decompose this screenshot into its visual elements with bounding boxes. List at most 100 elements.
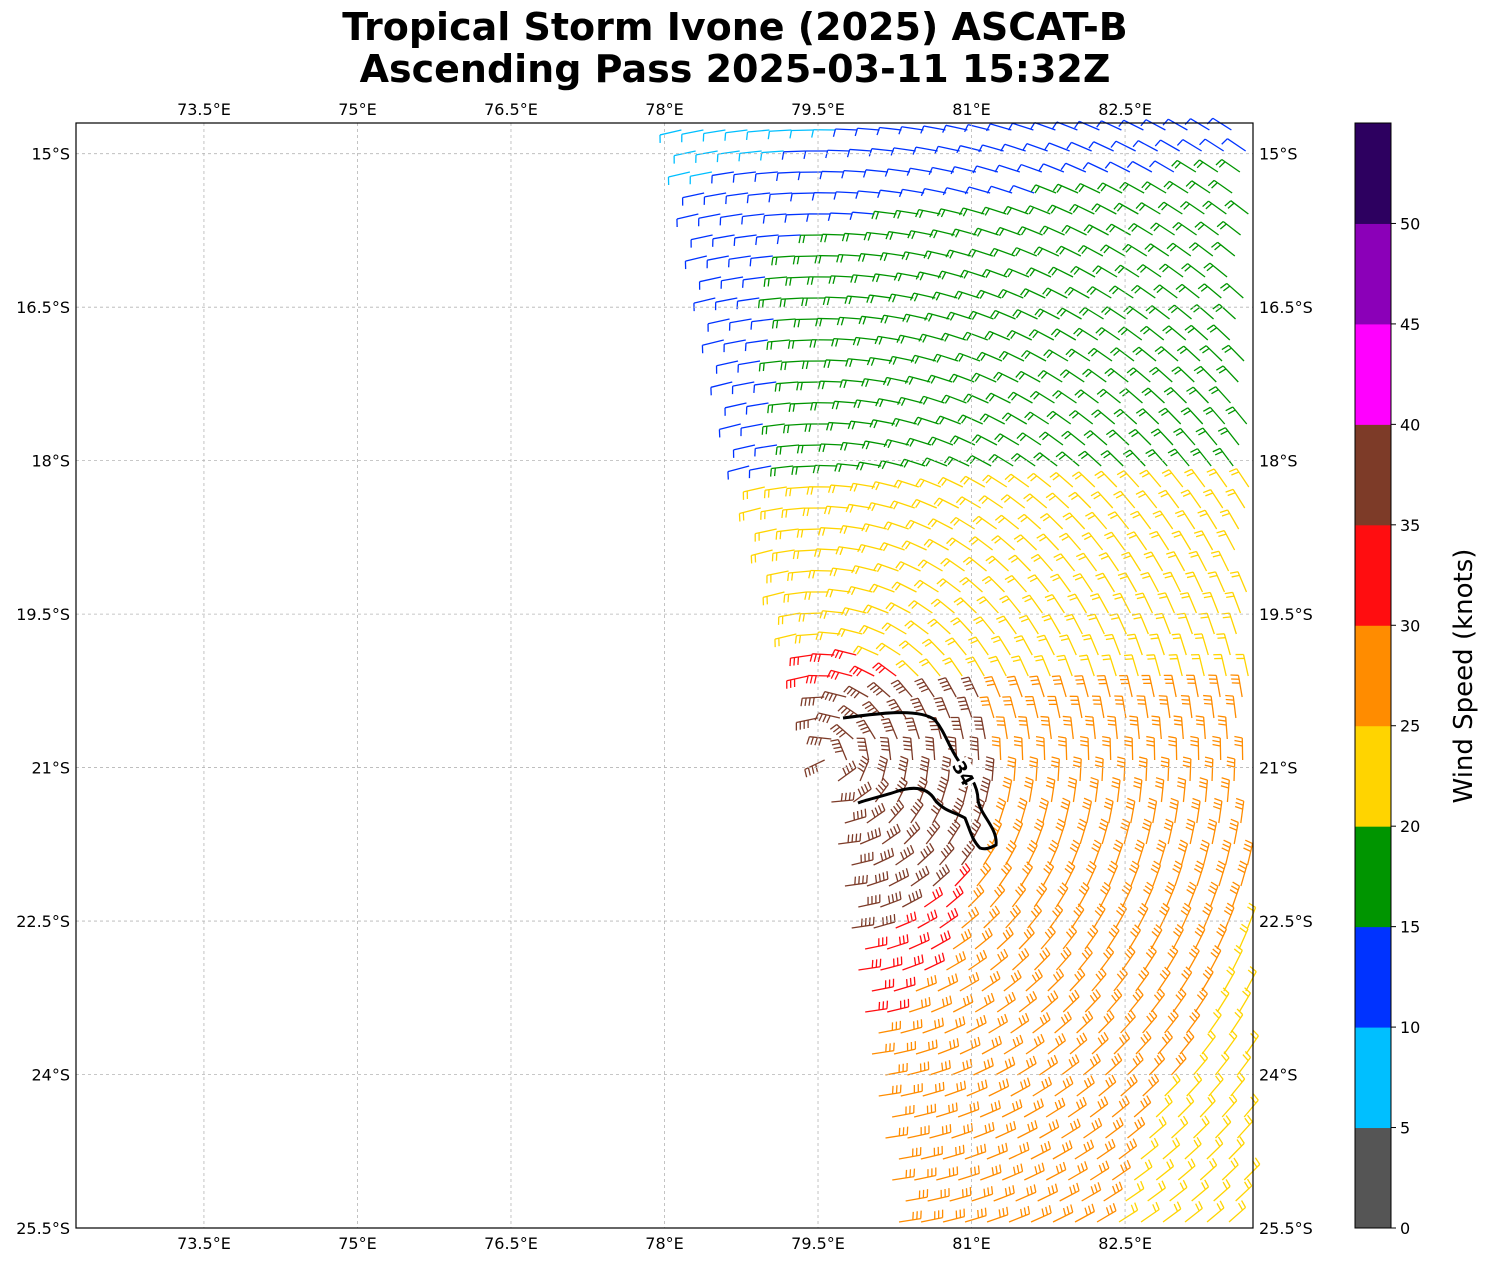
wind-barb <box>1038 431 1064 446</box>
wind-barb <box>1197 283 1222 299</box>
wind-barb <box>1194 221 1219 236</box>
wind-barb <box>1060 1054 1080 1076</box>
wind-barb <box>1113 202 1139 215</box>
wind-barb <box>973 1121 995 1139</box>
wind-barb <box>1137 902 1149 929</box>
wind-barb <box>1089 776 1099 803</box>
wind-barb <box>1230 1072 1246 1097</box>
wind-barb <box>1144 243 1170 257</box>
wind-barb <box>985 123 1012 132</box>
wind-barb <box>898 188 925 198</box>
wind-barb <box>968 310 994 320</box>
wind-barb <box>1245 965 1257 992</box>
wind-barb <box>724 129 748 141</box>
wind-barb <box>1104 161 1131 173</box>
wind-barb <box>957 414 983 425</box>
wind-barb <box>1036 533 1060 551</box>
wind-barb <box>942 1144 965 1160</box>
wind-barb <box>1074 183 1101 194</box>
wind-barb <box>1075 552 1098 572</box>
wind-barb <box>898 126 924 135</box>
wind-barb <box>1062 715 1074 740</box>
wind-barb <box>1039 1119 1060 1139</box>
wind-barb <box>766 570 789 584</box>
wind-barb <box>1099 881 1111 908</box>
wind-barb <box>1126 160 1153 173</box>
wind-barb <box>1126 1052 1144 1076</box>
wind-barb <box>1223 902 1235 929</box>
wind-barb <box>944 1080 967 1097</box>
wind-barb <box>741 213 765 225</box>
wind-barb <box>895 911 917 929</box>
wind-barb <box>811 129 836 138</box>
wind-barb <box>736 297 760 310</box>
wind-barb <box>1051 675 1067 698</box>
wind-barb <box>1018 614 1039 635</box>
wind-barb <box>1188 242 1214 257</box>
wind-barb <box>831 400 857 410</box>
colorbar-tick-label: 10 <box>1400 1018 1420 1037</box>
wind-barb <box>913 579 939 593</box>
wind-barb <box>931 291 958 301</box>
wind-barb <box>901 540 927 551</box>
wind-barb <box>895 660 919 677</box>
wind-barb <box>839 379 865 389</box>
wind-barb <box>892 1105 915 1118</box>
wind-barb <box>1176 777 1187 803</box>
wind-barb <box>1165 945 1179 971</box>
wind-barb <box>861 523 887 533</box>
wind-barb <box>741 276 766 288</box>
wind-barb <box>1206 117 1232 131</box>
wind-barb <box>723 339 746 353</box>
wind-barb <box>904 717 920 740</box>
wind-barb <box>941 756 952 782</box>
lon-tick-label-bottom: 73.5°E <box>177 1234 231 1253</box>
wind-barb <box>702 129 726 142</box>
wind-barb <box>1096 388 1121 404</box>
wind-barb <box>827 484 853 494</box>
wind-barb <box>1132 140 1158 152</box>
wind-barb <box>1126 633 1143 656</box>
wind-barb <box>1157 1030 1173 1055</box>
wind-barb <box>1094 756 1104 782</box>
wind-barb <box>841 169 866 179</box>
wind-barb <box>964 123 990 133</box>
wind-barb <box>1195 427 1218 446</box>
wind-barb <box>849 482 875 492</box>
wind-barb <box>1077 946 1093 971</box>
wind-barb <box>1113 1031 1131 1055</box>
colorbar-bin <box>1355 625 1391 727</box>
wind-barb <box>936 208 963 218</box>
wind-barb <box>959 1036 981 1055</box>
wind-barb <box>1121 945 1136 971</box>
wind-barb <box>731 381 755 395</box>
wind-barb <box>1149 160 1175 173</box>
wind-barb <box>712 234 735 247</box>
wind-barb <box>1040 715 1052 740</box>
wind-barb <box>1211 241 1236 257</box>
wind-barb <box>1184 1136 1202 1160</box>
wind-barb <box>1002 1163 1024 1181</box>
wind-barb <box>784 213 809 223</box>
wind-barb <box>1039 1054 1059 1076</box>
wind-barb <box>1083 430 1108 446</box>
wind-barb <box>794 633 819 644</box>
wind-barb <box>766 339 790 350</box>
wind-barb <box>785 486 809 497</box>
wind-barb <box>820 690 847 703</box>
wind-barb <box>710 381 733 396</box>
wind-barb <box>936 776 949 803</box>
wind-barb <box>1199 1158 1218 1181</box>
wind-barb <box>1135 966 1150 992</box>
wind-barb <box>1170 1051 1187 1076</box>
wind-barb <box>1192 1051 1209 1076</box>
wind-barb <box>1091 695 1105 719</box>
wind-barb <box>968 636 989 656</box>
wind-barb <box>981 970 1001 992</box>
wind-barb <box>1038 163 1065 173</box>
wind-barb <box>973 1057 994 1076</box>
wind-barb <box>817 527 843 536</box>
wind-barb <box>968 536 994 551</box>
wind-barb <box>1002 205 1029 216</box>
wind-barb <box>1176 345 1201 362</box>
